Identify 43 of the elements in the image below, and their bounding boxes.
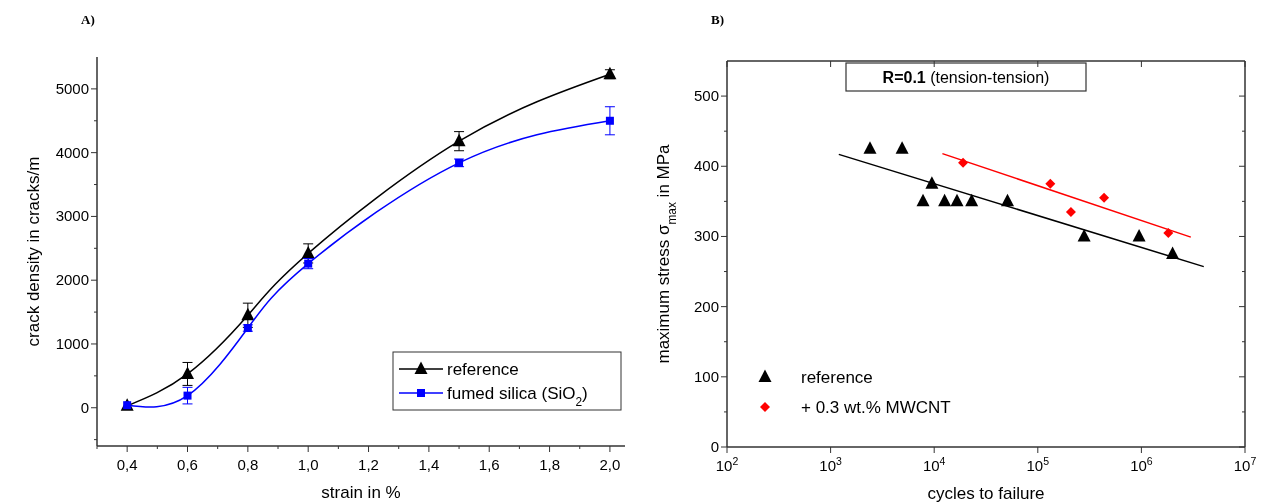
x-tick-label: 1,0	[297, 456, 319, 473]
y-tick-label: 200	[693, 297, 719, 315]
x-tick-label: 0,8	[237, 456, 259, 473]
point	[301, 245, 315, 259]
point	[605, 116, 614, 125]
annotation: R=0.1 (tension-tension)	[882, 69, 1050, 86]
x-tick-label: 10$^{5}$	[1026, 455, 1050, 474]
x-tick-label: 10$^{7}$	[1233, 455, 1257, 474]
y-tick-label: 300	[693, 227, 719, 245]
x-tick-label: 10$^{3}$	[819, 455, 843, 474]
legend-label: + 0.3 wt.% MWCNT	[801, 398, 951, 417]
x-tick-label: 10$^{2}$	[715, 455, 739, 474]
y-tick-label: 1000	[55, 334, 89, 352]
point	[241, 307, 255, 321]
x-tick-label: 1,2	[358, 456, 379, 473]
y-tick-label: 3000	[55, 207, 89, 225]
y-tick-label: 100	[693, 367, 719, 385]
legend-label: reference	[447, 360, 519, 379]
legend-label: reference	[801, 368, 873, 387]
x-tick-label: 10$^{4}$	[922, 455, 946, 474]
x-axis-title: strain in %	[321, 483, 401, 502]
x-tick-label: 2,0	[599, 456, 621, 473]
point	[181, 366, 195, 379]
y-tick-label: 400	[693, 157, 719, 175]
point	[452, 133, 466, 147]
y-tick-label: 500	[693, 87, 719, 105]
y-tick-label: 5000	[55, 79, 89, 97]
y-axis-title: crack density in cracks/m	[24, 156, 43, 347]
legend-label: fumed silica (SiO$_{2}$)	[447, 384, 588, 409]
x-tick-label: 1,4	[418, 456, 440, 473]
point	[183, 391, 192, 400]
y-tick-label: 0	[80, 398, 89, 416]
chart-title: B)	[711, 12, 724, 27]
x-axis-title: cycles to failure	[927, 484, 1045, 503]
x-tick-label: 0,4	[116, 456, 138, 473]
y-tick-label: 4000	[55, 143, 89, 161]
x-tick-label: 10$^{6}$	[1130, 455, 1153, 474]
x-tick-label: 1,6	[478, 456, 500, 473]
chart-title: A)	[81, 12, 95, 27]
x-tick-label: 0,6	[177, 456, 198, 473]
y-tick-label: 2000	[55, 271, 89, 289]
x-tick-label: 1,8	[539, 456, 560, 473]
y-tick-label: 0	[710, 438, 719, 455]
